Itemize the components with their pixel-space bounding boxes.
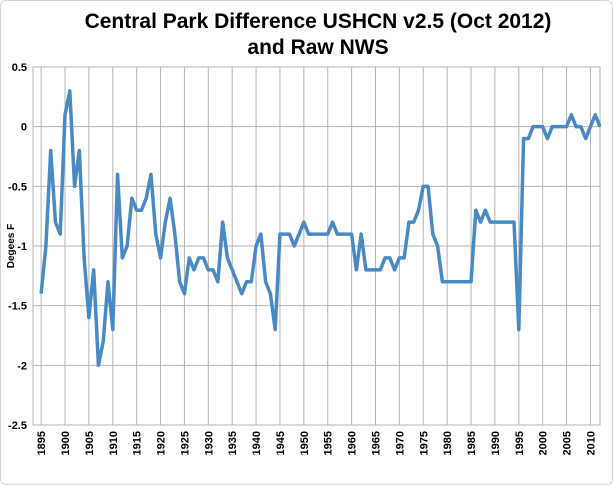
x-tick-label: 1895 <box>36 431 48 455</box>
x-tick-label: 1950 <box>299 431 311 455</box>
y-tick-label: 0 <box>21 122 27 134</box>
x-tick-label: 1900 <box>60 431 72 455</box>
x-tick-label: 1915 <box>132 431 144 455</box>
x-tick-label: 1910 <box>108 431 120 455</box>
y-axis-label: Degees F <box>6 224 17 268</box>
x-tick-label: 1930 <box>203 431 215 455</box>
x-tick-label: 1995 <box>514 431 526 455</box>
x-tick-label: 1905 <box>84 431 96 455</box>
x-tick-label: 1975 <box>418 431 430 455</box>
x-tick-label: 1925 <box>179 431 191 455</box>
y-tick-label: -1.5 <box>8 301 27 313</box>
x-tick-label: 1920 <box>156 431 168 455</box>
y-tick-label: -1 <box>17 241 27 253</box>
x-tick-label: 1980 <box>442 431 454 455</box>
y-tick-label: -0.5 <box>8 181 27 193</box>
x-tick-label: 2005 <box>562 431 574 455</box>
x-tick-label: 1965 <box>370 431 382 455</box>
x-tick-label: 1955 <box>323 431 335 455</box>
x-tick-label: 1945 <box>275 431 287 455</box>
x-tick-label: 2010 <box>585 431 597 455</box>
x-tick-label: 1985 <box>466 431 478 455</box>
x-tick-label: 1940 <box>251 431 263 455</box>
y-tick-label: -2.5 <box>8 420 27 432</box>
y-tick-label: -2 <box>17 360 27 372</box>
chart-title: Central Park Difference USHCN v2.5 (Oct … <box>85 10 552 33</box>
x-tick-label: 2000 <box>538 431 550 455</box>
y-tick-label: 0.5 <box>12 62 27 74</box>
x-tick-label: 1970 <box>394 431 406 455</box>
chart-title: and Raw NWS <box>247 36 388 59</box>
x-tick-label: 1960 <box>347 431 359 455</box>
x-tick-label: 1990 <box>490 431 502 455</box>
data-line <box>39 89 602 368</box>
x-tick-label: 1935 <box>227 431 239 455</box>
